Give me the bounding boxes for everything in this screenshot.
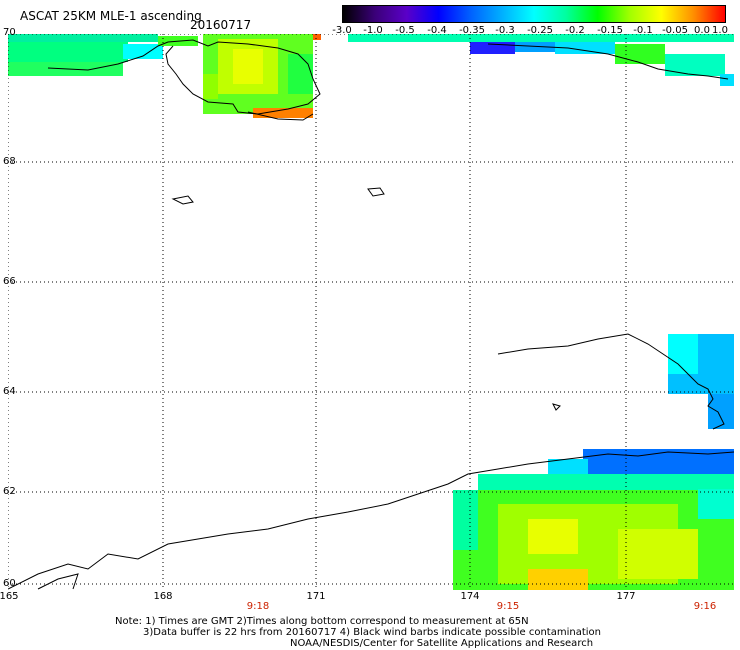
time-label: 9:16 xyxy=(693,601,717,612)
note-line-1: Note: 1) Times are GMT 2)Times along bot… xyxy=(115,616,529,627)
note-line-2: 3)Data buffer is 22 hrs from 20160717 4)… xyxy=(143,627,601,638)
coastlines xyxy=(8,39,734,590)
data-swath-bottom-right xyxy=(453,449,734,590)
lon-label: 168 xyxy=(153,591,173,602)
island-1 xyxy=(171,195,194,205)
coast-yukon-delta xyxy=(8,451,734,590)
colorbar-label: -1.0 xyxy=(363,25,383,36)
lat-label: 66 xyxy=(3,276,16,287)
island-2 xyxy=(367,187,385,197)
lat-label: 68 xyxy=(3,156,16,167)
colorbar-label: -3.0 xyxy=(332,25,352,36)
colorbar-label: -0.15 xyxy=(597,25,623,36)
colorbar xyxy=(342,5,726,23)
map-canvas xyxy=(8,34,734,590)
lat-label: 70 xyxy=(3,27,16,38)
data-swath-top-left xyxy=(8,34,198,76)
coast-chukotka xyxy=(47,39,321,115)
colorbar-labels: -3.0 -1.0 -0.5 -0.4 -0.35 -0.3 -0.25 -0.… xyxy=(330,25,740,37)
time-label: 9:15 xyxy=(496,601,520,612)
colorbar-label: 1.0 xyxy=(712,25,728,36)
colorbar-label: -0.5 xyxy=(395,25,415,36)
chart-date: 20160717 xyxy=(190,18,252,32)
coast-alaska-north xyxy=(487,43,729,80)
note-line-3: NOAA/NESDIS/Center for Satellite Applica… xyxy=(290,638,594,649)
data-swath-top-center xyxy=(203,34,321,118)
island-3 xyxy=(552,403,561,411)
data-swath-right-middle xyxy=(668,334,734,429)
colorbar-fill xyxy=(343,6,725,22)
lat-label: 64 xyxy=(3,386,16,397)
colorbar-label: 0.0 xyxy=(694,25,710,36)
grid-lines xyxy=(8,34,734,590)
time-label: 9:18 xyxy=(246,601,270,612)
colorbar-label: -0.3 xyxy=(495,25,515,36)
colorbar-label: -0.4 xyxy=(427,25,447,36)
chart-title: ASCAT 25KM MLE-1 ascending xyxy=(20,9,202,23)
colorbar-gradient xyxy=(343,6,725,22)
lat-label: 60 xyxy=(3,578,16,589)
lon-label: 165 xyxy=(0,591,19,602)
colorbar-label: -0.35 xyxy=(459,25,485,36)
lon-label: 177 xyxy=(616,591,636,602)
coast-seward-peninsula xyxy=(497,333,725,430)
lat-label: 62 xyxy=(3,486,16,497)
coast-bottom-left xyxy=(37,573,79,590)
lon-label: 171 xyxy=(306,591,326,602)
colorbar-label: -0.1 xyxy=(633,25,653,36)
lon-label: 174 xyxy=(460,591,480,602)
colorbar-label: -0.2 xyxy=(565,25,585,36)
data-swath-top-right xyxy=(348,34,734,86)
colorbar-label: -0.25 xyxy=(527,25,553,36)
coast-chukotka-south xyxy=(247,111,314,121)
colorbar-label: -0.05 xyxy=(662,25,688,36)
